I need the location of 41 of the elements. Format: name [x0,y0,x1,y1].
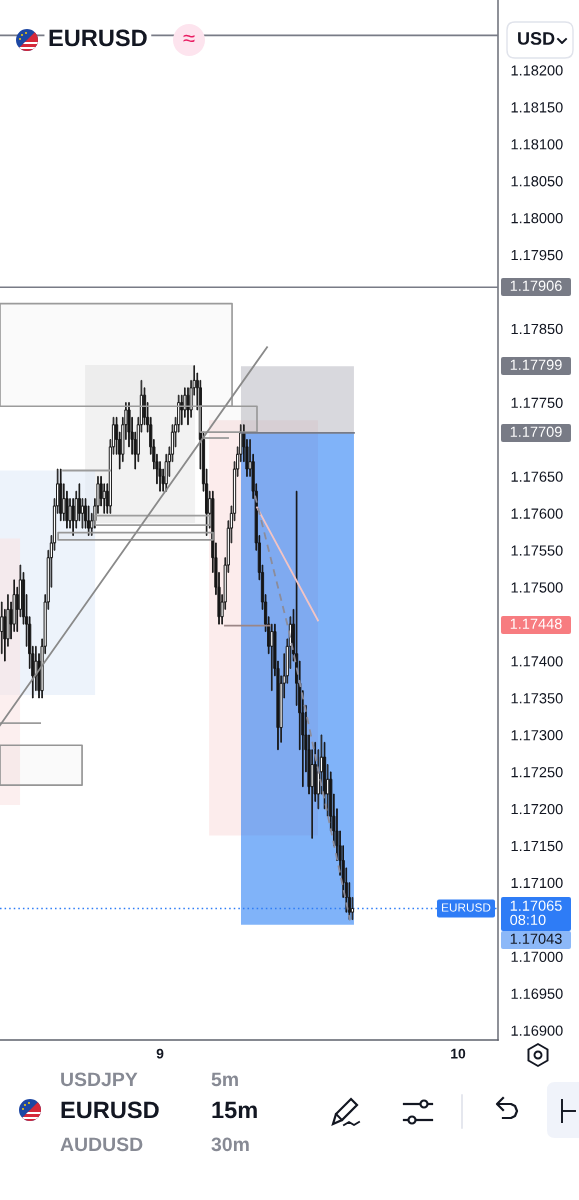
y-tick-label: 1.16900 [511,1025,563,1036]
text: 1.17043 [510,933,562,944]
text: 1.17448 [510,618,562,629]
text: 30m [211,1137,249,1152]
y-tick-label: 1.18200 [511,65,563,76]
y-tick-label: 1.18050 [511,176,563,187]
text: EURUSD [49,29,147,47]
y-tick-label: 1.17500 [511,582,563,593]
y-tick-label: 1.18150 [511,102,563,113]
y-tick-label: 1.17850 [511,323,563,335]
y-tick-label: 1.16950 [511,988,563,999]
y-tick-label: 1.17350 [511,693,563,704]
y-tick-label: 1.17300 [511,730,563,741]
y-tick-label: 1.17250 [511,766,563,778]
text: USD [518,32,555,45]
y-tick-label: 1.17200 [511,803,563,815]
y-tick-label: 1.17600 [511,508,563,519]
y-tick-label: 1.17650 [511,471,563,482]
text: EURUSD [61,1101,159,1119]
y-tick-label: 1.17750 [511,397,563,408]
text: 5m [211,1072,238,1087]
y-tick-label: 1.17150 [511,840,563,852]
y-tick-label: 1.18000 [511,213,563,224]
y-tick-label: 1.17400 [511,656,563,667]
x-tick-label: 10 [451,1048,466,1059]
text: USDJPY [61,1072,138,1087]
y-tick-label: 1.17000 [511,951,563,962]
text: 1.17799 [510,359,562,370]
y-tick-label: 1.18100 [511,139,563,150]
y-tick-label: 1.17550 [511,545,563,556]
text: 1.17065 08:10 [510,900,562,925]
candlestick [59,468,63,522]
x-tick-label: 9 [156,1048,164,1059]
y-tick-label: 1.17950 [511,249,563,261]
text: 1.17709 [510,426,562,437]
text: 1.17906 [510,280,562,291]
ref-line-label: EURUSD [442,903,491,912]
text: AUDUSD [60,1137,143,1152]
text: 15m [212,1101,257,1119]
annotation: ≈ [183,34,195,43]
y-tick-label: 1.17100 [511,877,563,889]
